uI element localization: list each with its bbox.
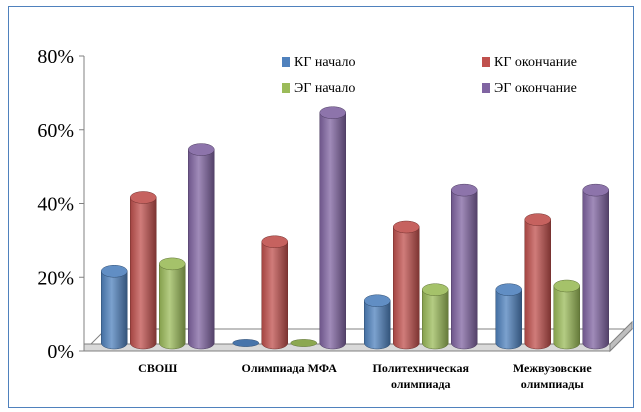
category-label: Межвузовские олимпиады xyxy=(513,361,593,391)
bar xyxy=(290,339,317,347)
category-label: СВОШ xyxy=(138,361,177,375)
y-tick-label: 60% xyxy=(37,120,74,142)
legend-label: КГ начало xyxy=(294,55,355,70)
bar xyxy=(232,339,259,347)
y-tick-label: 80% xyxy=(37,46,74,68)
bar xyxy=(393,220,420,350)
bar xyxy=(101,265,128,350)
y-tick-label: 40% xyxy=(37,194,74,216)
floor-side xyxy=(609,320,633,353)
legend-item: ЭГ окончание xyxy=(482,81,577,96)
legend-item: КГ начало xyxy=(282,55,355,70)
y-tick-label: 0% xyxy=(47,341,74,363)
legend-label: КГ окончание xyxy=(494,55,577,70)
legend-label: ЭГ начало xyxy=(294,81,355,96)
legend-label: ЭГ окончание xyxy=(494,81,577,96)
legend-swatch xyxy=(282,83,290,93)
y-axis: 0% 20% 40% 60% 80% xyxy=(37,46,85,363)
bar xyxy=(524,213,551,350)
bar xyxy=(188,143,215,350)
bars xyxy=(101,106,609,350)
legend-swatch xyxy=(282,57,290,67)
bar xyxy=(582,183,609,350)
category-label: Политехническая олимпиада xyxy=(373,361,470,391)
legend-item: ЭГ начало xyxy=(282,81,355,96)
bar xyxy=(159,257,186,350)
legend-swatch xyxy=(482,83,490,93)
chart-floor xyxy=(82,320,634,353)
legend-item: КГ окончание xyxy=(482,55,577,70)
bar xyxy=(422,283,449,350)
category-label: Олимпиада МФА xyxy=(242,361,338,375)
bar xyxy=(319,106,346,350)
legend-swatch xyxy=(482,57,490,67)
legend: КГ начало КГ окончание ЭГ начало ЭГ окончан… xyxy=(282,55,577,96)
bar xyxy=(495,283,522,350)
bar xyxy=(130,191,157,350)
bar xyxy=(261,235,288,350)
bar xyxy=(451,183,478,350)
category-labels: СВОШ Олимпиада МФА Политехническая олимпиад… xyxy=(138,361,592,391)
y-tick-label: 20% xyxy=(37,267,74,289)
bar xyxy=(553,279,580,350)
bar xyxy=(364,294,391,350)
